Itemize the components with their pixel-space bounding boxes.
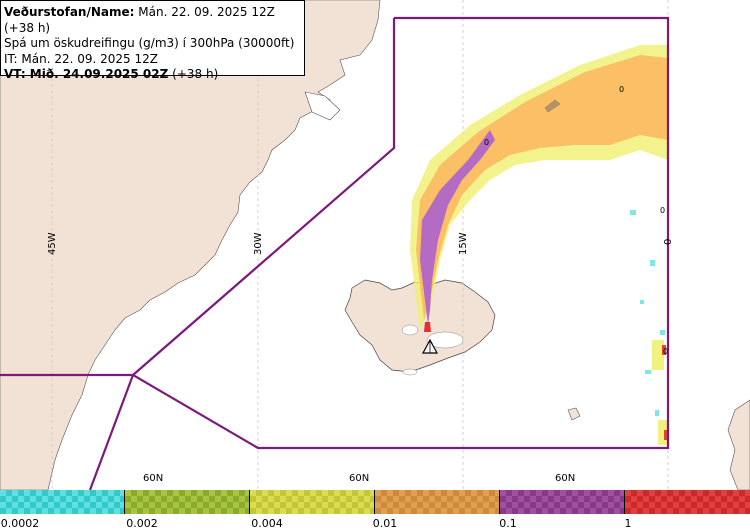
- greenland-land: [0, 0, 381, 490]
- contour-label: 0: [484, 138, 489, 147]
- contour-label: 0: [619, 85, 624, 94]
- scandinavia-land: [727, 399, 750, 490]
- legend-tick-label: 0.1: [499, 517, 517, 530]
- info-line-issuer: Veðurstofan/Name: Mán. 22. 09. 2025 12Z …: [4, 5, 275, 35]
- parallel-label-60n-3: 60N: [555, 473, 575, 484]
- parallel-label-60n-2: 60N: [349, 473, 369, 484]
- legend-tick-label: 0.01: [372, 517, 398, 530]
- info-line-issue-time: IT: Mán. 22. 09. 2025 12Z: [4, 51, 158, 66]
- legend-tick-label: 0.002: [126, 517, 158, 530]
- ash-plume: [410, 45, 668, 445]
- legend-swatch-1: [0, 490, 125, 514]
- legend-tick-label: 1: [624, 517, 632, 530]
- meridian-label-30w: 30W: [253, 232, 264, 255]
- volcano-icon: [421, 338, 439, 354]
- info-line-valid-time: VT: Mið. 24.09.2025 02Z (+38 h): [4, 67, 219, 81]
- legend-swatch-3: [250, 490, 375, 514]
- info-line-product: Spá um öskudreifingu (g/m3) í 300hPa (30…: [4, 36, 295, 50]
- fir-boundary: [0, 16, 670, 490]
- legend-swatch-5: [500, 490, 625, 514]
- forecast-info-box: Veðurstofan/Name: Mán. 22. 09. 2025 12Z …: [0, 0, 305, 81]
- meridian-label-15w: 15W: [458, 232, 469, 255]
- meridian-label-0: 0: [663, 239, 674, 245]
- legend-swatch-4: [375, 490, 500, 514]
- contour-label: 0: [663, 347, 668, 356]
- legend-swatch-6: [625, 490, 750, 514]
- legend-swatch-2: [125, 490, 250, 514]
- map-canvas: 45W 30W 15W 0 60N 60N 60N 0 0 0 0: [0, 0, 750, 490]
- legend-tick-label: 0.0002: [0, 517, 40, 530]
- meridian-label-45w: 45W: [47, 232, 58, 255]
- parallel-label-60n-1: 60N: [143, 473, 163, 484]
- concentration-legend: 0.0002 0.002 0.004 0.01 0.1 1: [0, 490, 750, 532]
- contour-label: 0: [660, 206, 665, 215]
- legend-tick-label: 0.004: [251, 517, 283, 530]
